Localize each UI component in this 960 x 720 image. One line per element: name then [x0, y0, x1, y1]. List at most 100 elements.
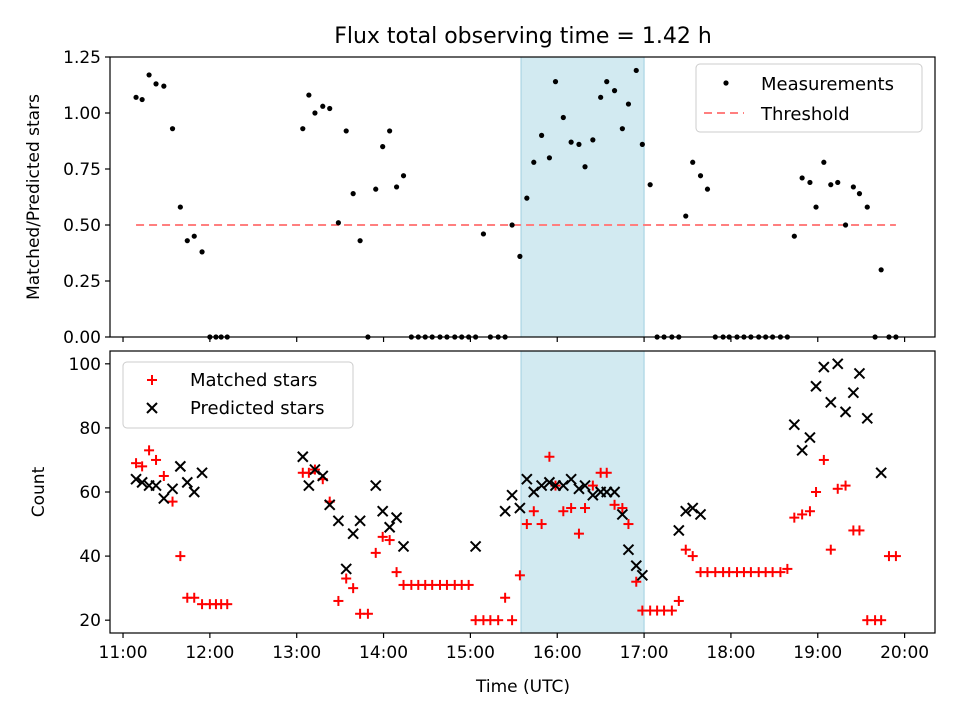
measurement-point — [552, 79, 559, 85]
measurement-point — [539, 132, 545, 138]
measurement-point — [509, 222, 515, 228]
predicted-star-point — [565, 473, 577, 485]
measurement-point — [697, 173, 704, 179]
measurement-point — [300, 126, 306, 132]
matched-star-point — [521, 519, 532, 530]
measurement-point — [647, 182, 653, 188]
measurement-point — [350, 191, 356, 197]
matched-star-point — [544, 451, 555, 462]
chart-title: Flux total observing time = 1.42 h — [334, 24, 712, 49]
matched-star-point — [493, 615, 504, 626]
matched-star-point — [189, 592, 200, 603]
y-tick-label: 1.00 — [63, 104, 101, 124]
matched-star-point — [631, 576, 642, 587]
highlight-span-rect — [521, 57, 645, 337]
legend-measurements-label: Measurements — [761, 74, 894, 95]
top-x-ticks — [122, 337, 906, 342]
bottom-panel: 20 40 60 80 100 11:00 12:00 13:00 14:00 15:00 16:… — [29, 350, 936, 697]
matched-star-point — [341, 573, 352, 584]
y-tick-label: 20 — [79, 611, 101, 631]
measurement-point — [856, 191, 863, 197]
measurement-point — [704, 186, 711, 192]
matched-star-point — [623, 519, 634, 530]
predicted-stars-points — [130, 358, 887, 582]
predicted-star-point — [825, 396, 837, 408]
y-tick-label: 0.75 — [63, 160, 101, 180]
measurement-point — [161, 83, 167, 89]
predicted-star-point — [332, 515, 345, 527]
measurement-point — [791, 233, 797, 239]
predicted-star-point — [861, 412, 873, 425]
matched-star-point — [601, 467, 612, 478]
x-axis-label: Time (UTC) — [475, 677, 570, 697]
matched-star-point — [500, 592, 511, 603]
measurement-point — [828, 182, 834, 188]
measurement-point — [169, 126, 176, 132]
predicted-star-point — [297, 451, 309, 463]
measurement-point — [327, 105, 333, 112]
measurement-point — [568, 139, 574, 145]
matched-star-point — [463, 579, 474, 590]
predicted-star-point — [376, 505, 389, 517]
predicted-star-point — [680, 505, 692, 517]
matched-star-point — [377, 531, 388, 542]
measurement-point — [633, 67, 639, 74]
x-tick-label: 15:00 — [446, 643, 495, 663]
matched-star-point — [789, 512, 800, 523]
predicted-star-point — [573, 483, 585, 495]
measurement-point — [850, 184, 856, 190]
predicted-star-point — [317, 470, 329, 482]
top-y-axis-label: Matched/Predicted stars — [24, 94, 44, 300]
predicted-star-point — [839, 406, 852, 418]
measurement-point — [133, 94, 139, 100]
predicted-star-point — [174, 460, 187, 473]
legend-matched-label: Matched stars — [190, 370, 317, 391]
x-tick-label: 16:00 — [533, 643, 582, 663]
x-tick-label: 17:00 — [620, 643, 669, 663]
matched-star-point — [876, 615, 887, 626]
measurements-points — [133, 67, 899, 340]
predicted-star-point — [136, 476, 148, 489]
y-tick-label: 60 — [79, 483, 101, 503]
matched-star-point — [222, 599, 233, 610]
predicted-star-point — [354, 515, 366, 527]
matched-star-point — [617, 503, 628, 514]
matched-star-point — [333, 595, 344, 606]
predicted-star-point — [818, 361, 830, 373]
matched-star-point — [514, 570, 525, 581]
predicted-star-point — [188, 486, 200, 498]
measurement-point — [619, 126, 625, 132]
matched-star-point — [680, 544, 691, 555]
measurement-point — [590, 137, 596, 143]
measurement-point — [373, 186, 379, 192]
matched-star-point — [890, 551, 901, 562]
predicted-star-point — [347, 527, 359, 540]
bottom-y-ticks: 20 40 60 80 100 — [69, 355, 110, 631]
x-tick-label: 11:00 — [99, 643, 148, 663]
predicted-star-point — [499, 505, 511, 517]
matched-star-point — [782, 563, 793, 574]
predicted-star-point — [130, 473, 142, 485]
x-tick-label: 18:00 — [706, 643, 755, 663]
predicted-star-point — [853, 367, 866, 380]
matched-star-point — [854, 525, 865, 536]
measurement-point — [813, 204, 819, 210]
matched-star-point — [348, 583, 359, 594]
matched-star-point — [811, 487, 822, 497]
y-tick-label: 0.50 — [63, 216, 101, 236]
predicted-star-point — [181, 476, 193, 489]
predicted-star-point — [875, 467, 887, 479]
matched-star-point — [175, 551, 186, 562]
y-tick-label: 0.00 — [63, 328, 101, 348]
matched-star-point — [370, 547, 381, 558]
bottom-legend-box — [122, 361, 354, 429]
measurement-point — [576, 141, 582, 147]
measurement-point — [306, 92, 312, 98]
predicted-star-point — [810, 380, 822, 392]
matched-star-point — [167, 496, 178, 507]
legend-measurements-marker — [723, 80, 729, 86]
matched-star-point — [151, 454, 162, 465]
predicted-star-point — [587, 489, 599, 501]
measurement-point — [139, 96, 145, 103]
